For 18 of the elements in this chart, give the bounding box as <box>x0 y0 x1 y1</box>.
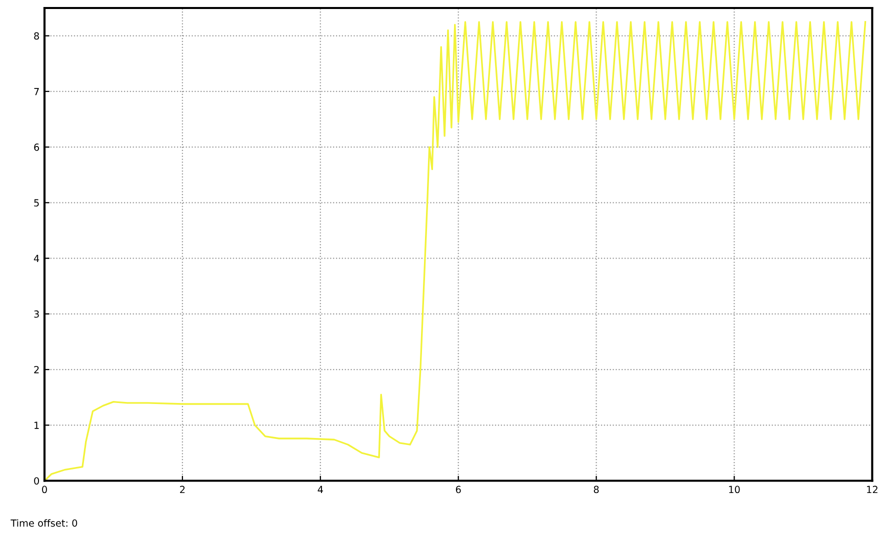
text: Time offset: 0 <box>10 519 78 527</box>
x-tick-label: 4 <box>318 486 323 494</box>
x-tick-label: 12 <box>867 486 878 494</box>
y-tick-label: 0 <box>34 477 39 485</box>
y-tick-label: 3 <box>34 310 39 318</box>
y-tick-label: 1 <box>34 422 39 429</box>
x-tick-label: 6 <box>456 486 461 494</box>
y-tick-label: 6 <box>34 144 40 151</box>
line-series <box>44 21 866 481</box>
x-tick-label: 0 <box>42 486 47 494</box>
x-tick-label: 8 <box>594 486 599 494</box>
y-tick-label: 7 <box>34 88 39 96</box>
y-tick-label: 8 <box>34 32 39 40</box>
x-tick-label: 2 <box>180 486 185 494</box>
y-tick-label: 2 <box>34 366 39 374</box>
y-tick-label: 4 <box>34 254 40 262</box>
x-tick-label: 10 <box>729 486 740 494</box>
y-tick-label: 5 <box>34 199 39 206</box>
